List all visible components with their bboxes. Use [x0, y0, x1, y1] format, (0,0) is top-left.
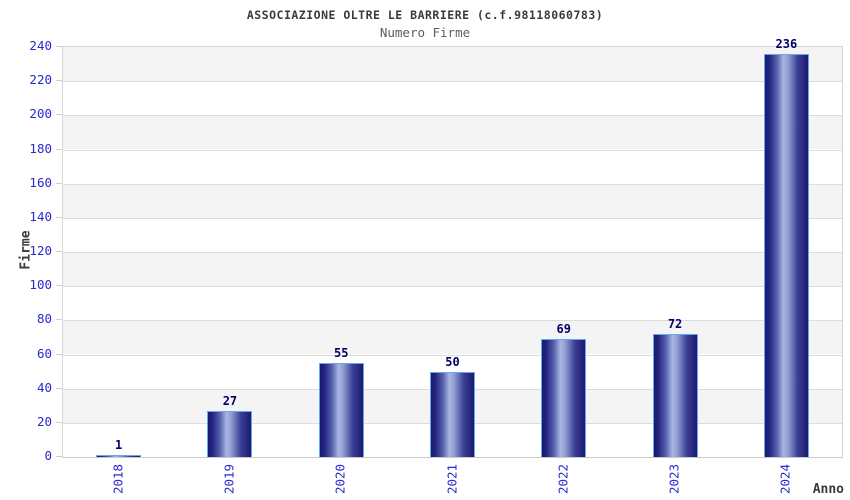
y-tick-mark: [56, 251, 62, 252]
x-axis-title: Anno: [812, 482, 844, 497]
gridline: [63, 81, 842, 83]
x-tick-label: 2021: [444, 463, 459, 495]
x-tick-label: 2018: [110, 463, 126, 495]
bar-2021: [430, 371, 475, 457]
y-tick-mark: [56, 46, 62, 47]
plot-band: [63, 217, 842, 252]
x-tick-label: 2020: [332, 463, 348, 495]
x-tick-label: 2023: [666, 463, 682, 495]
plot-band: [63, 115, 842, 150]
bar-2023: [652, 334, 698, 457]
gridline: [63, 252, 842, 253]
plot-band: [63, 183, 842, 218]
x-tick-label: 2019: [221, 463, 237, 495]
chart-title: ASSOCIAZIONE OLTRE LE BARRIERE (c.f.9811…: [246, 8, 604, 22]
gridline: [63, 320, 842, 322]
plot-band: [63, 320, 842, 355]
y-tick-label: 120: [29, 243, 52, 258]
y-tick-label: 0: [44, 448, 52, 463]
bar-value-label: 27: [222, 393, 238, 408]
y-tick-mark: [56, 456, 62, 457]
chart-subtitle: Numero Firme: [379, 25, 471, 40]
bar-2020: [318, 363, 364, 457]
y-tick-mark: [56, 114, 62, 116]
y-tick-mark: [56, 148, 62, 150]
bar-value-label: 72: [667, 317, 683, 331]
gridline: [63, 149, 842, 151]
y-tick-mark: [56, 319, 62, 321]
plot-band: [63, 252, 842, 287]
y-tick-label: 220: [29, 72, 52, 88]
gridline: [63, 217, 842, 219]
y-tick-label: 140: [29, 208, 52, 224]
y-tick-mark: [56, 80, 62, 82]
plot-band: [63, 286, 842, 321]
y-tick-label: 200: [29, 106, 52, 122]
y-tick-label: 60: [36, 345, 52, 361]
bar-value-label: 1: [115, 438, 123, 453]
plot-band: [63, 47, 842, 82]
plot-band: [63, 81, 842, 116]
bar-value-label: 69: [556, 322, 572, 337]
bar-2019: [207, 410, 253, 457]
gridline: [63, 183, 842, 185]
y-tick-label: 100: [29, 277, 52, 293]
y-tick-mark: [56, 182, 62, 184]
y-tick-mark: [56, 353, 62, 355]
bar-2024: [763, 53, 809, 457]
plot-area: 1 27 55 50 69 72 236: [62, 37, 843, 458]
gridline: [63, 115, 842, 117]
bar-2022: [541, 339, 587, 457]
plot-band: [63, 149, 842, 184]
y-tick-label: 180: [29, 140, 52, 156]
y-tick-mark: [56, 421, 62, 423]
bar-value-label: 236: [775, 36, 798, 51]
x-tick-label: 2024: [777, 463, 793, 495]
y-tick-label: 20: [36, 413, 52, 429]
gridline: [63, 354, 842, 356]
gridline: [63, 286, 842, 288]
bar-value-label: 55: [333, 346, 349, 361]
y-tick-mark: [56, 285, 62, 287]
y-tick-label: 40: [36, 379, 52, 395]
y-tick-mark: [56, 387, 62, 389]
bar-value-label: 50: [445, 354, 460, 369]
y-tick-label: 240: [29, 38, 52, 53]
y-tick-label: 80: [36, 311, 52, 327]
bar-2018: [96, 455, 142, 457]
y-tick-mark: [56, 216, 62, 218]
y-tick-label: 160: [29, 174, 52, 190]
x-tick-label: 2022: [555, 463, 571, 495]
